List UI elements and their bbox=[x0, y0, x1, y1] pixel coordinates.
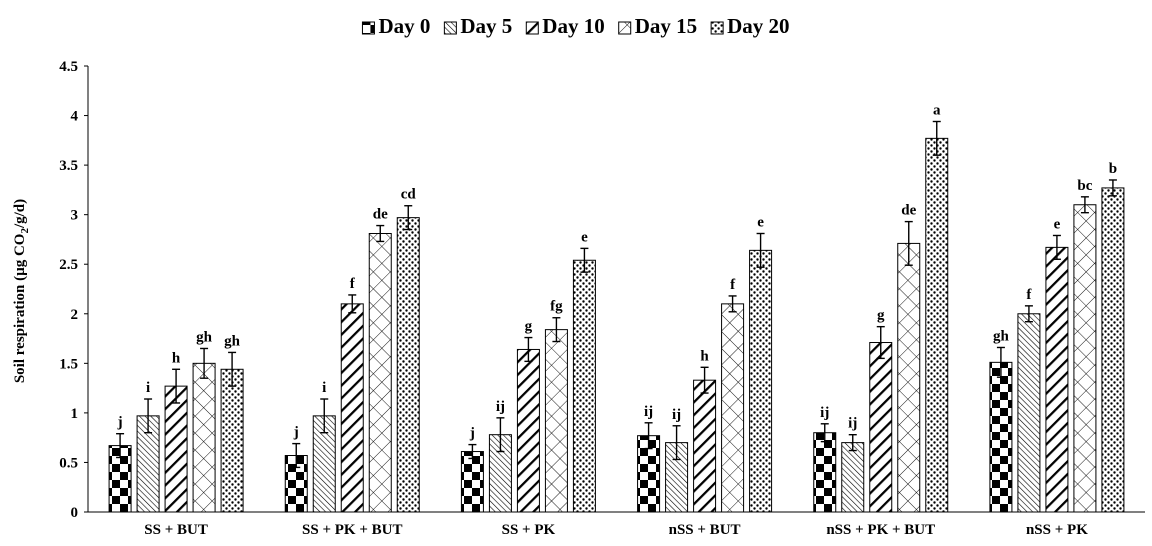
significance-letter: j bbox=[117, 415, 123, 431]
bar bbox=[693, 379, 717, 513]
bar bbox=[841, 442, 865, 513]
significance-letter: f bbox=[1026, 287, 1032, 303]
significance-letter: j bbox=[469, 426, 475, 442]
x-category-label: SS + BUT bbox=[144, 522, 208, 538]
y-tick-label: 0 bbox=[71, 505, 79, 521]
legend-item: Day 10 bbox=[525, 14, 605, 38]
significance-letter: f bbox=[730, 277, 736, 293]
y-tick-label: 0.5 bbox=[59, 455, 78, 471]
legend-swatch bbox=[525, 21, 539, 35]
legend-item: Day 0 bbox=[361, 14, 430, 38]
significance-letter: ij bbox=[644, 404, 653, 420]
significance-letter: gh bbox=[196, 329, 213, 345]
significance-letter: ij bbox=[820, 405, 829, 421]
legend-label: Day 20 bbox=[727, 14, 789, 38]
y-axis-title-subscript: 2 bbox=[19, 228, 31, 234]
y-tick-label: 3.5 bbox=[59, 158, 78, 174]
y-tick-label: 2 bbox=[71, 307, 79, 323]
bar bbox=[516, 348, 540, 513]
significance-letter: e bbox=[757, 214, 764, 230]
bar bbox=[164, 385, 188, 513]
bar bbox=[396, 217, 420, 513]
significance-letter: ij bbox=[672, 407, 681, 423]
y-tick-label: 4 bbox=[71, 109, 79, 125]
y-tick-label: 1.5 bbox=[59, 356, 78, 372]
bar bbox=[721, 303, 745, 513]
bar bbox=[749, 249, 773, 513]
legend-label: Day 15 bbox=[635, 14, 697, 38]
bar bbox=[869, 342, 893, 513]
significance-letter: bc bbox=[1077, 178, 1092, 194]
significance-letter: b bbox=[1109, 161, 1117, 177]
y-tick-label: 1 bbox=[71, 406, 79, 422]
legend: Day 0 Day 5 Day 10 Day 15 Day 20 bbox=[361, 14, 790, 38]
significance-letter: g bbox=[877, 308, 885, 324]
bar bbox=[813, 432, 837, 513]
x-category-label: SS + PK + BUT bbox=[302, 522, 402, 538]
y-axis-title-part: Soil respiration (µg CO bbox=[12, 234, 28, 384]
bar bbox=[572, 259, 596, 513]
significance-letter: cd bbox=[401, 187, 417, 203]
bar bbox=[192, 362, 216, 513]
significance-letter: i bbox=[322, 380, 326, 396]
bar bbox=[1045, 246, 1069, 513]
legend-item: Day 20 bbox=[710, 14, 790, 38]
significance-letter: fg bbox=[550, 299, 563, 315]
bar bbox=[1017, 313, 1041, 513]
significance-letter: f bbox=[350, 276, 356, 292]
bar bbox=[544, 329, 568, 513]
y-tick-label: 2.5 bbox=[59, 257, 78, 273]
x-category-label: nSS + PK + BUT bbox=[826, 522, 935, 538]
legend-label: Day 0 bbox=[378, 14, 430, 38]
significance-letter: a bbox=[933, 103, 941, 119]
bar bbox=[340, 303, 364, 513]
x-category-label: nSS + BUT bbox=[669, 522, 741, 538]
significance-letter: j bbox=[293, 425, 299, 441]
significance-letter: ij bbox=[496, 399, 505, 415]
legend-label: Day 10 bbox=[542, 14, 604, 38]
significance-letter: h bbox=[700, 348, 709, 364]
x-category-label: SS + PK bbox=[502, 522, 556, 538]
y-tick-label: 4.5 bbox=[59, 59, 78, 75]
bar bbox=[1073, 204, 1097, 513]
significance-letter: i bbox=[146, 380, 150, 396]
x-category-label: nSS + PK bbox=[1026, 522, 1088, 538]
significance-letter: de bbox=[901, 203, 916, 219]
significance-letter: e bbox=[581, 229, 588, 245]
significance-letter: gh bbox=[993, 328, 1010, 344]
significance-letter: de bbox=[373, 207, 388, 223]
bar bbox=[897, 242, 921, 513]
bar bbox=[460, 451, 484, 513]
significance-letter: gh bbox=[224, 333, 241, 349]
legend-label: Day 5 bbox=[460, 14, 512, 38]
legend-swatch bbox=[618, 21, 632, 35]
legend-item: Day 5 bbox=[443, 14, 512, 38]
significance-letter: h bbox=[172, 350, 181, 366]
legend-swatch bbox=[361, 21, 375, 35]
y-axis-title: Soil respiration (µg CO2/g/d) bbox=[12, 199, 31, 383]
significance-letter: g bbox=[525, 319, 533, 335]
bar bbox=[989, 361, 1013, 513]
significance-letter: ij bbox=[848, 416, 857, 432]
bar bbox=[1101, 187, 1125, 513]
bar bbox=[220, 368, 244, 513]
y-axis-title-part: /g/d) bbox=[12, 199, 28, 229]
bar bbox=[368, 232, 392, 513]
bar bbox=[925, 137, 949, 513]
legend-item: Day 15 bbox=[618, 14, 697, 38]
legend-swatch bbox=[710, 21, 724, 35]
significance-letter: e bbox=[1054, 216, 1061, 232]
legend-swatch bbox=[443, 21, 457, 35]
y-tick-label: 3 bbox=[71, 208, 79, 224]
